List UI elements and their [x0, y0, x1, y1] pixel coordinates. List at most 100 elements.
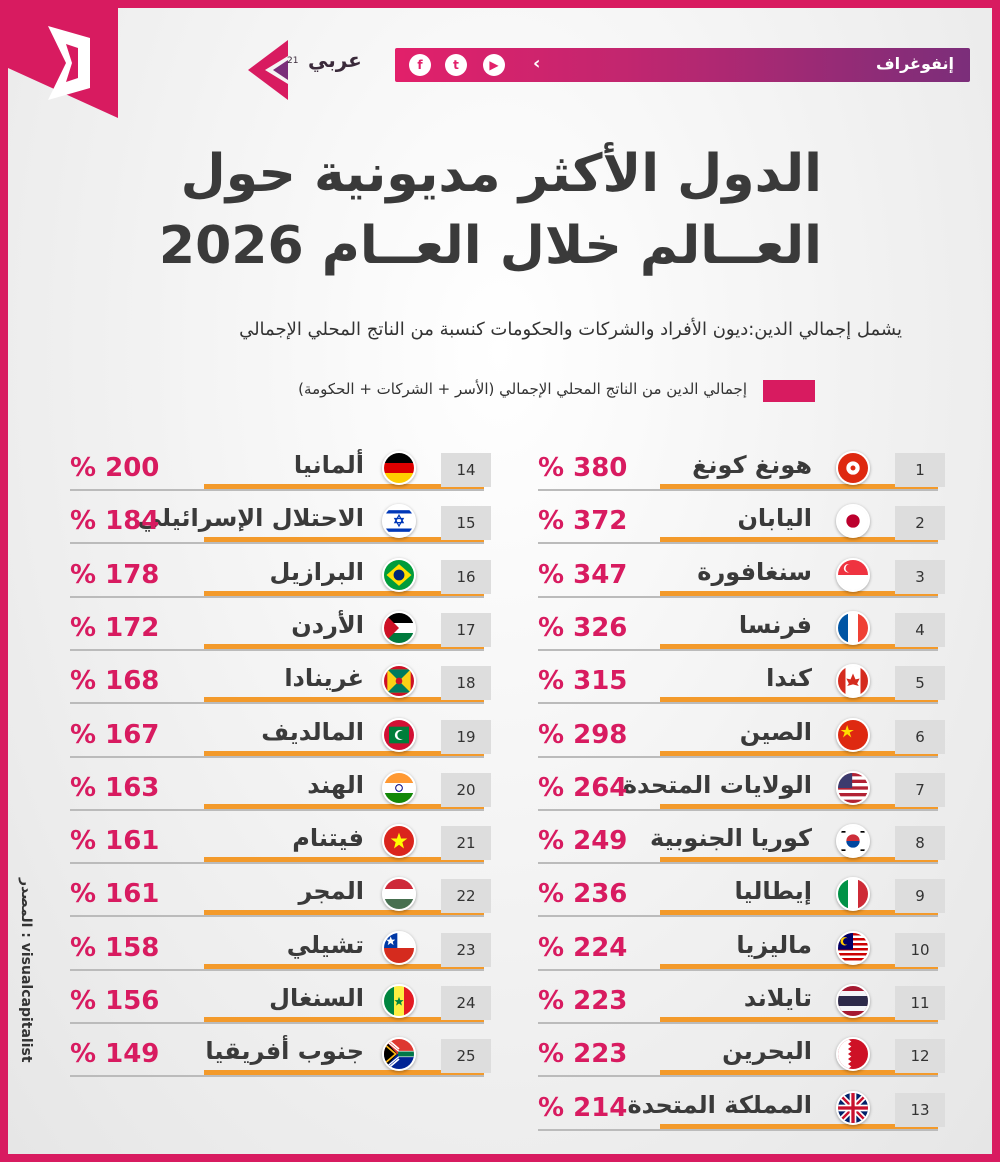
country-underline — [204, 537, 484, 543]
table-row: 6 الصين% 298 — [8, 712, 992, 765]
table-row: 9 إيطاليا% 236 — [8, 871, 992, 924]
row-divider — [538, 1022, 938, 1024]
percent-unit: % — [70, 986, 97, 1016]
row-divider — [538, 1075, 938, 1078]
percent-unit: % — [538, 719, 565, 750]
country-name: الاحتلال الإسرائيلي — [137, 504, 364, 533]
percent-unit: % — [538, 772, 565, 803]
debt-value: 223 — [573, 1039, 628, 1070]
india-flag-icon — [382, 770, 416, 805]
percent-unit: % — [70, 719, 97, 750]
rank-number: 1 — [895, 453, 945, 487]
country-name: اليابان — [737, 504, 812, 533]
rank-number: 11 — [895, 986, 945, 1020]
legend-swatch — [763, 380, 815, 402]
hong-kong-flag-icon — [836, 451, 870, 485]
row-divider — [70, 755, 484, 758]
table-row: 17 الأردن% 172 — [8, 605, 992, 658]
country-underline — [204, 1070, 484, 1076]
twitter-icon[interactable]: t — [445, 54, 467, 76]
legend-label: إجمالي الدين من الناتج المحلي الإجمالي (… — [298, 380, 747, 398]
rank-number: 14 — [441, 453, 491, 487]
debt-value: 161 — [105, 826, 160, 857]
row-divider — [70, 862, 484, 865]
country-underline — [204, 697, 484, 703]
row-divider — [70, 1075, 484, 1078]
table-row: 5 كندا% 315 — [8, 658, 992, 711]
table-row: 25 جنوب أفريقيا% 149 — [8, 1031, 992, 1084]
rank-number: 5 — [895, 666, 945, 701]
percent-unit: % — [538, 612, 565, 643]
debt-value-label: % 347 — [538, 560, 627, 590]
usa-flag-icon — [836, 770, 870, 805]
debt-value: 156 — [105, 986, 160, 1016]
debt-value: 249 — [573, 826, 628, 857]
facebook-icon[interactable]: f — [409, 54, 431, 76]
debt-value: 168 — [105, 666, 160, 697]
uk-flag-icon — [836, 1090, 870, 1125]
youtube-icon[interactable]: ▶ — [483, 54, 505, 76]
south-africa-flag-icon — [382, 1037, 416, 1072]
rank-number: 18 — [441, 666, 491, 701]
country-name: ألمانيا — [293, 451, 364, 479]
country-name: جنوب أفريقيا — [205, 1037, 364, 1066]
percent-unit: % — [70, 612, 97, 643]
country-name: كندا — [766, 664, 812, 693]
percent-unit: % — [70, 826, 97, 857]
row-divider — [538, 808, 938, 811]
chile-flag-icon — [382, 930, 416, 965]
country-name: تايلاند — [743, 984, 812, 1012]
debt-value: 184 — [105, 506, 160, 537]
rank-number: 17 — [441, 612, 491, 647]
row-divider — [538, 915, 938, 918]
debt-value: 163 — [105, 772, 160, 803]
debt-value-label: % 158 — [70, 933, 159, 963]
japan-flag-icon — [836, 504, 870, 539]
thailand-flag-icon — [836, 984, 870, 1018]
country-underline — [204, 963, 484, 969]
country-underline — [204, 857, 484, 863]
debt-value: 167 — [105, 719, 160, 750]
rank-number: 23 — [441, 932, 491, 967]
jordan-flag-icon — [382, 610, 416, 645]
table-row: 21 فيتنام% 161 — [8, 818, 992, 871]
debt-value-label: % 214 — [538, 1093, 627, 1123]
rank-number: 2 — [895, 506, 945, 541]
debt-value-label: % 161 — [70, 879, 159, 909]
debt-value: 223 — [573, 986, 628, 1016]
maldives-flag-icon — [382, 717, 416, 752]
country-underline — [204, 484, 484, 489]
china-flag-icon — [836, 717, 870, 752]
row-divider — [538, 542, 938, 545]
table-row: 22 المجر% 161 — [8, 871, 992, 924]
debt-value: 172 — [105, 612, 160, 643]
percent-unit: % — [70, 506, 97, 537]
rank-number: 9 — [895, 879, 945, 914]
canada-flag-icon — [836, 664, 870, 699]
country-underline — [660, 1070, 938, 1076]
debt-value: 380 — [573, 453, 628, 483]
debt-value-label: % 168 — [70, 666, 159, 696]
rank-number: 22 — [441, 879, 491, 914]
debt-value: 224 — [573, 932, 628, 963]
table-row: 18 غرينادا% 168 — [8, 658, 992, 711]
rank-number: 6 — [895, 719, 945, 754]
country-name: المملكة المتحدة — [627, 1090, 812, 1119]
brand-sup: 21 — [287, 56, 299, 66]
country-name: ماليزيا — [736, 930, 812, 959]
debt-value-label: % 326 — [538, 613, 627, 643]
row-divider — [538, 862, 938, 865]
rank-number: 19 — [441, 719, 491, 754]
chevron-left-icon: ‹ — [533, 53, 541, 74]
table-row: 16 البرازيل% 178 — [8, 552, 992, 605]
percent-unit: % — [538, 666, 565, 697]
rank-number: 24 — [441, 986, 491, 1020]
chart-subtitle: يشمل إجمالي الدين:ديون الأفراد والشركات … — [239, 319, 902, 340]
debt-value-label: % 223 — [538, 1039, 627, 1069]
table-row: 13 المملكة المتحدة% 214 — [8, 1085, 992, 1138]
country-underline — [204, 590, 484, 596]
debt-value: 326 — [573, 612, 628, 643]
rank-number: 3 — [895, 559, 945, 594]
country-name: البرازيل — [269, 557, 364, 586]
row-divider — [538, 648, 938, 651]
